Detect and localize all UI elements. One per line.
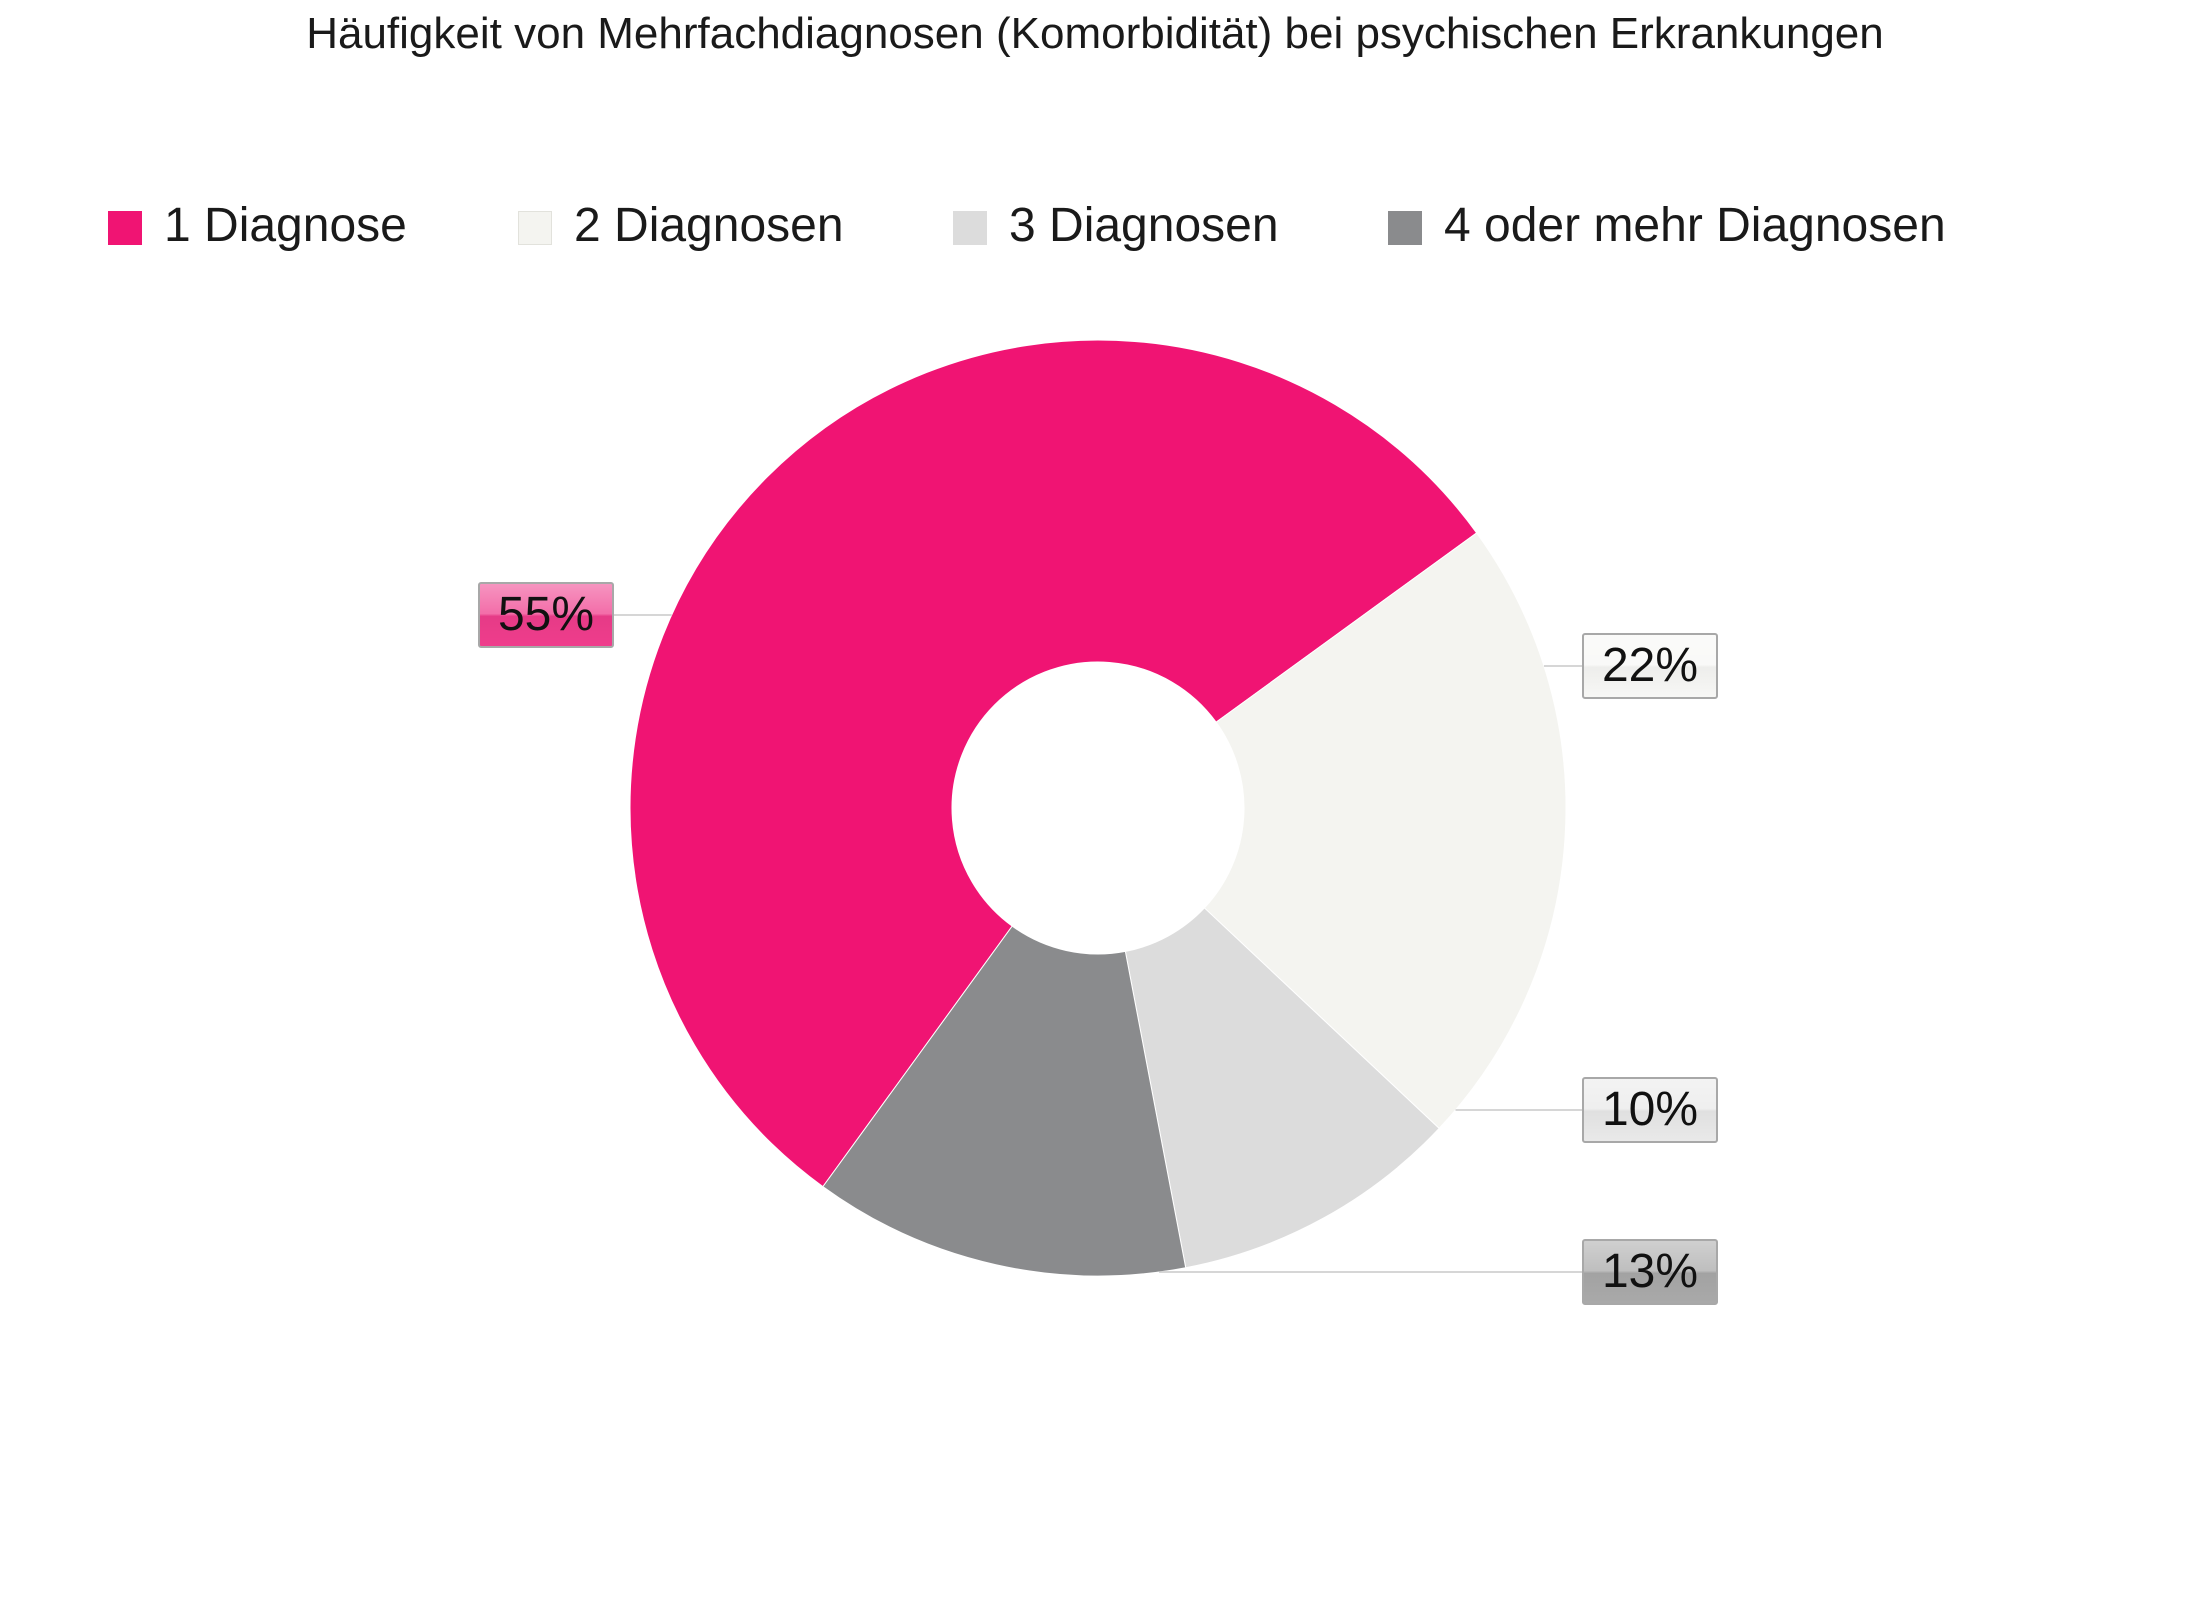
legend-swatch (1388, 211, 1422, 245)
data-label-4-oder-mehr-diagnosen: 13% (1582, 1239, 1718, 1305)
donut-slice-1-diagnose[interactable] (629, 339, 1478, 1188)
legend-label: 1 Diagnose (164, 199, 407, 252)
data-label-2-diagnosen: 22% (1582, 633, 1718, 699)
donut-slice-3-diagnosen[interactable] (1124, 907, 1440, 1269)
legend-swatch (518, 211, 552, 245)
legend-swatch (953, 211, 987, 245)
legend-label: 2 Diagnosen (574, 199, 844, 252)
donut-slice-2-diagnosen[interactable] (1203, 532, 1567, 1130)
chart-title: Häufigkeit von Mehrfachdiagnosen (Komorb… (306, 9, 1884, 58)
data-label-1-diagnose: 55% (478, 582, 614, 648)
legend-swatch (108, 211, 142, 245)
legend-label: 3 Diagnosen (1009, 199, 1279, 252)
donut-slice-4-oder-mehr-diagnosen[interactable] (822, 925, 1187, 1277)
legend-label: 4 oder mehr Diagnosen (1444, 199, 1946, 252)
data-label-3-diagnosen: 10% (1582, 1077, 1718, 1143)
